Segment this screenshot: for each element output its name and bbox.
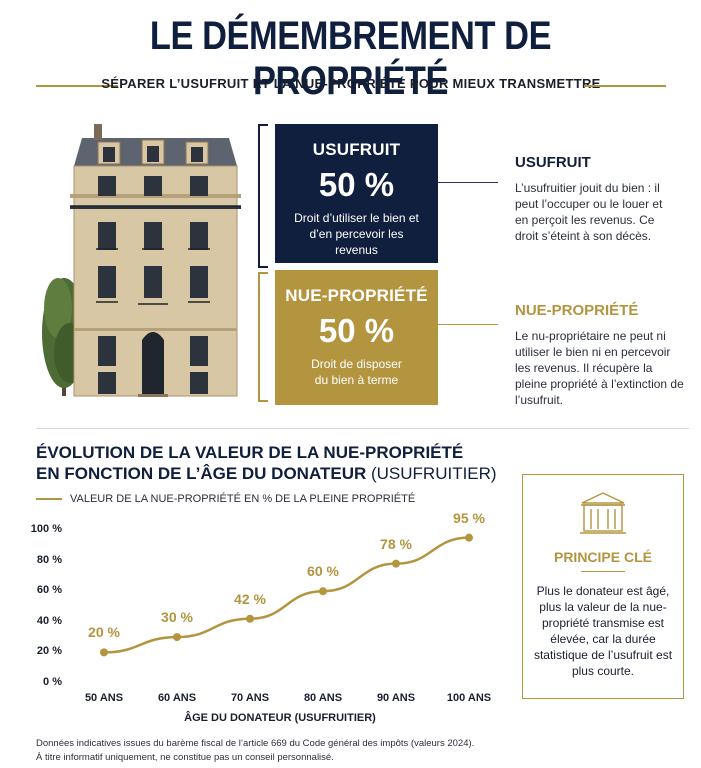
chart-title-line2-light: (USUFRUITIER) [370,464,497,483]
y-tick-label: 0 % [43,676,62,688]
subtitle-bar: SÉPARER L’USUFRUIT ET LA NUE-PROPRIÉTÉ P… [36,76,666,96]
data-label: 20 % [88,624,120,641]
usufruit-bracket [258,124,268,268]
nue-box-percent: 50 % [318,312,395,349]
chart-title-line2: EN FONCTION DE L’ÂGE DU DONATEUR [36,464,367,483]
nue-box-description: Droit de disposer du bien à terme [311,357,402,387]
data-point [465,533,473,542]
x-tick-label: 100 ANS [446,692,492,704]
principe-card: PRINCIPE CLÉ Plus le donateur est âgé, p… [522,474,684,699]
data-point [392,559,400,568]
footnote-line1: Données indicatives issues du barème fis… [36,738,475,749]
building-illustration [42,124,241,397]
data-point [319,587,327,596]
x-tick-label: 90 ANS [376,692,416,704]
subtitle-left-rule [36,85,118,87]
nue-box-heading: NUE-PROPRIÉTÉ [285,286,428,305]
chart-title: ÉVOLUTION DE LA VALEUR DE LA NUE-PROPRIÉ… [36,442,497,484]
principe-text: Plus le donateur est âgé, plus la valeur… [533,584,673,678]
data-label: 95 % [453,509,485,526]
y-tick-label: 20 % [36,645,62,658]
data-point [100,648,108,657]
principe-rule [581,571,625,572]
legend-swatch [36,498,62,501]
y-tick-label: 80 % [36,553,62,566]
data-point [173,633,181,642]
x-tick-label: 70 ANS [230,692,270,704]
usufruit-box: USUFRUIT 50 % Droit d’utiliser le bien e… [275,124,438,263]
nue-bracket [258,272,268,402]
page-title: LE DÉMEMBREMENT DE PROPRIÉTÉ [149,14,552,103]
nue-side-text: Le nu-propriétaire ne peut ni utiliser l… [515,329,684,407]
nue-side-heading: NUE-PROPRIÉTÉ [515,302,639,319]
x-axis-title: ÂGE DU DONATEUR (USUFRUITIER) [184,712,376,724]
usufruit-box-description: Droit d’utiliser le bien et d’en percevo… [294,211,419,257]
nue-box: NUE-PROPRIÉTÉ 50 % Droit de disposer du … [275,270,438,405]
data-point [246,614,254,623]
series-line [103,536,470,654]
x-tick-label: 50 ANS [84,692,124,704]
data-label: 42 % [234,590,266,607]
x-tick-label: 60 ANS [157,692,197,704]
subtitle: SÉPARER L’USUFRUIT ET LA NUE-PROPRIÉTÉ P… [101,76,601,91]
usufruit-connector [438,182,498,183]
building-icon [580,492,626,534]
section-divider [36,428,689,429]
data-label: 60 % [307,563,339,580]
y-tick-label: 40 % [36,614,62,627]
principe-heading: PRINCIPE CLÉ [553,549,652,565]
chart-title-line1: ÉVOLUTION DE LA VALEUR DE LA NUE-PROPRIÉ… [36,443,464,462]
y-tick-label: 60 % [36,584,62,597]
usufruit-side-heading: USUFRUIT [515,154,591,171]
usufruit-side-text: L’usufruitier jouit du bien : il peut l’… [515,181,663,243]
footnote-line2: À titre informatif uniquement, ne consti… [36,752,334,763]
x-tick-label: 80 ANS [303,692,343,704]
y-tick-label: 100 % [30,523,62,535]
subtitle-right-rule [584,85,666,87]
data-label: 30 % [161,609,193,626]
usufruit-box-percent: 50 % [318,166,395,203]
data-label: 78 % [380,535,412,552]
legend-label: VALEUR DE LA NUE-PROPRIÉTÉ EN % DE LA PL… [70,493,416,505]
usufruit-box-heading: USUFRUIT [312,140,401,159]
nue-connector [438,324,498,325]
chart-legend: VALEUR DE LA NUE-PROPRIÉTÉ EN % DE LA PL… [36,493,415,505]
